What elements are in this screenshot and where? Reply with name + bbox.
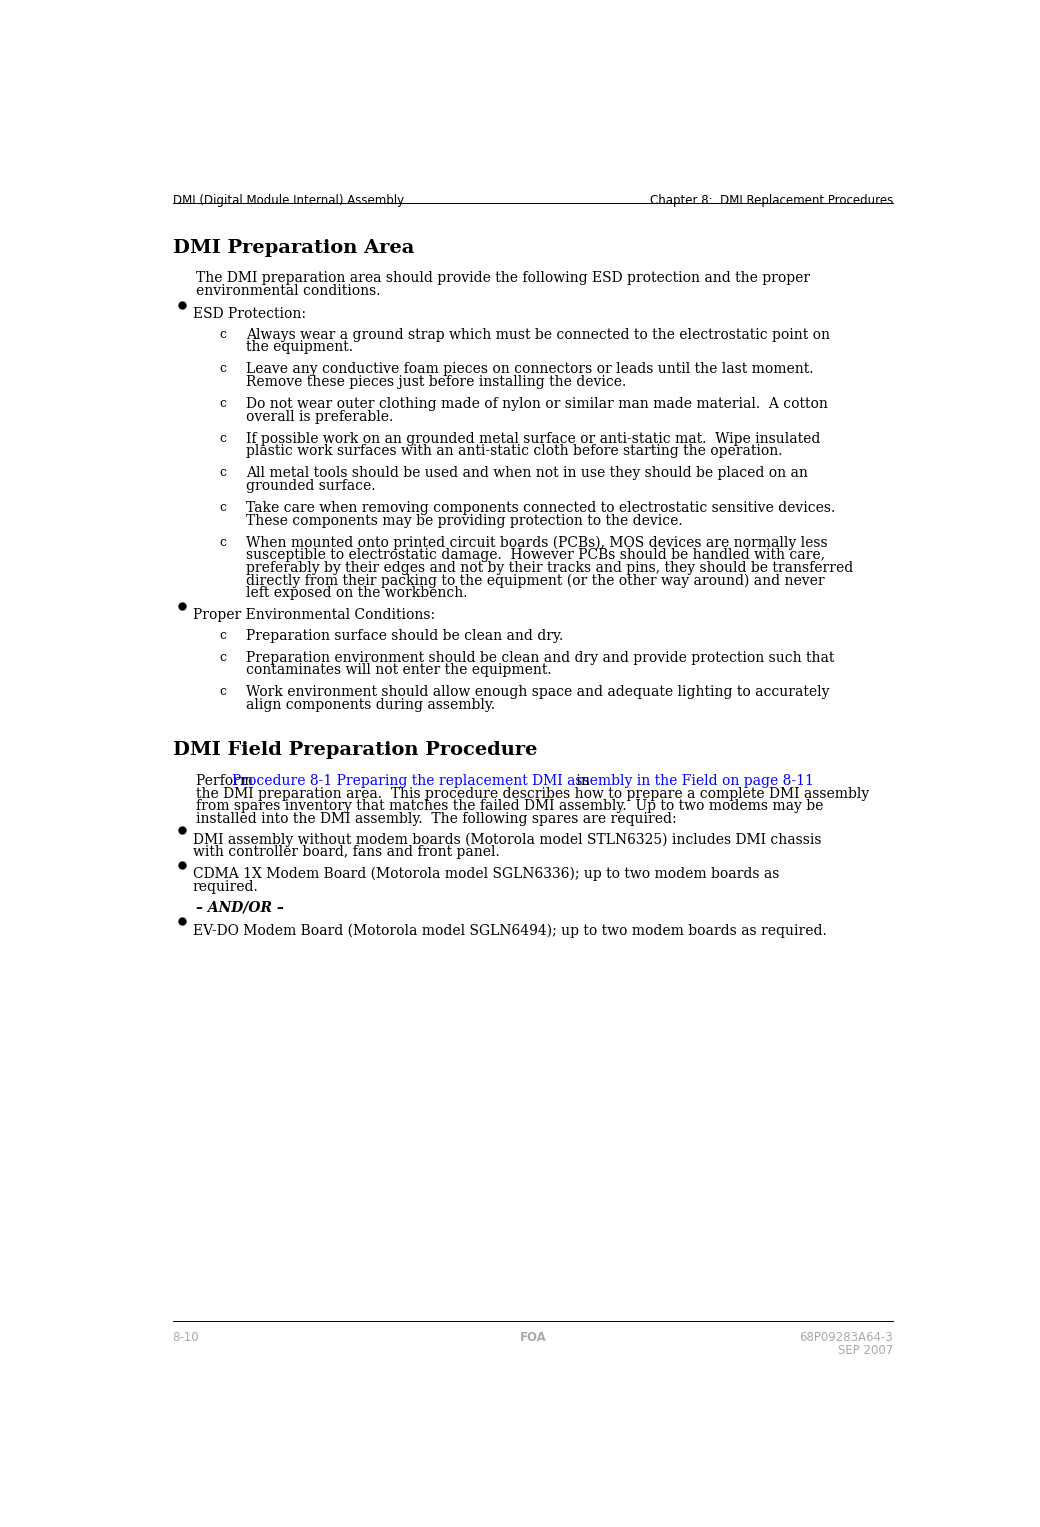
Text: c: c <box>219 466 226 479</box>
Text: plastic work surfaces with an anti-static cloth before starting the operation.: plastic work surfaces with an anti-stati… <box>246 444 783 458</box>
Text: 68P09283A64-3: 68P09283A64-3 <box>800 1330 893 1344</box>
Text: Proper Environmental Conditions:: Proper Environmental Conditions: <box>192 608 435 623</box>
Text: All metal tools should be used and when not in use they should be placed on an: All metal tools should be used and when … <box>246 466 808 479</box>
Text: Preparation surface should be clean and dry.: Preparation surface should be clean and … <box>246 629 564 643</box>
Text: Leave any conductive foam pieces on connectors or leads until the last moment.: Leave any conductive foam pieces on conn… <box>246 362 813 376</box>
Text: Remove these pieces just before installing the device.: Remove these pieces just before installi… <box>246 376 626 389</box>
Text: c: c <box>219 328 226 341</box>
Text: c: c <box>219 629 226 641</box>
Text: with controller board, fans and front panel.: with controller board, fans and front pa… <box>192 844 499 860</box>
Text: Perform: Perform <box>196 774 257 788</box>
Text: DMI assembly without modem boards (Motorola model STLN6325) includes DMI chassis: DMI assembly without modem boards (Motor… <box>192 832 822 847</box>
Text: If possible work on an grounded metal surface or anti-static mat.  Wipe insulate: If possible work on an grounded metal su… <box>246 432 821 446</box>
Text: Always wear a ground strap which must be connected to the electrostatic point on: Always wear a ground strap which must be… <box>246 328 830 342</box>
Text: When mounted onto printed circuit boards (PCBs), MOS devices are normally less: When mounted onto printed circuit boards… <box>246 536 828 550</box>
Text: SEP 2007: SEP 2007 <box>838 1344 893 1356</box>
Text: c: c <box>219 362 226 376</box>
Text: DMI (Digital Module Internal) Assembly: DMI (Digital Module Internal) Assembly <box>173 194 404 208</box>
Text: 8-10: 8-10 <box>173 1330 200 1344</box>
Text: Chapter 8:  DMI Replacement Procedures: Chapter 8: DMI Replacement Procedures <box>650 194 893 208</box>
Text: DMI Preparation Area: DMI Preparation Area <box>173 238 414 257</box>
Text: DMI Field Preparation Procedure: DMI Field Preparation Procedure <box>173 742 537 759</box>
Text: Work environment should allow enough space and adequate lighting to accurately: Work environment should allow enough spa… <box>246 686 830 699</box>
Text: c: c <box>219 536 226 548</box>
Text: directly from their packing to the equipment (or the other way around) and never: directly from their packing to the equip… <box>246 574 825 588</box>
Text: align components during assembly.: align components during assembly. <box>246 698 495 712</box>
Text: the DMI preparation area.  This procedure describes how to prepare a complete DM: the DMI preparation area. This procedure… <box>196 786 869 800</box>
Text: the equipment.: the equipment. <box>246 341 354 354</box>
Text: Take care when removing components connected to electrostatic sensitive devices.: Take care when removing components conne… <box>246 501 835 515</box>
Text: left exposed on the workbench.: left exposed on the workbench. <box>246 586 468 600</box>
Text: CDMA 1X Modem Board (Motorola model SGLN6336); up to two modem boards as: CDMA 1X Modem Board (Motorola model SGLN… <box>192 867 779 881</box>
Text: The DMI preparation area should provide the following ESD protection and the pro: The DMI preparation area should provide … <box>196 270 810 286</box>
Text: c: c <box>219 397 226 409</box>
Text: required.: required. <box>192 880 259 893</box>
Text: c: c <box>219 686 226 698</box>
Text: susceptible to electrostatic damage.  However PCBs should be handled with care,: susceptible to electrostatic damage. How… <box>246 548 826 562</box>
Text: in: in <box>572 774 590 788</box>
Text: from spares inventory that matches the failed DMI assembly.  Up to two modems ma: from spares inventory that matches the f… <box>196 799 824 814</box>
Text: c: c <box>219 432 226 444</box>
Text: Do not wear outer clothing made of nylon or similar man made material.  A cotton: Do not wear outer clothing made of nylon… <box>246 397 828 411</box>
Text: installed into the DMI assembly.  The following spares are required:: installed into the DMI assembly. The fol… <box>196 812 676 826</box>
Text: c: c <box>219 501 226 515</box>
Text: Procedure 8-1 Preparing the replacement DMI assembly in the Field on page 8-11: Procedure 8-1 Preparing the replacement … <box>232 774 813 788</box>
Text: grounded surface.: grounded surface. <box>246 479 375 493</box>
Text: overall is preferable.: overall is preferable. <box>246 409 393 423</box>
Text: contaminates will not enter the equipment.: contaminates will not enter the equipmen… <box>246 663 552 678</box>
Text: ESD Protection:: ESD Protection: <box>192 307 306 321</box>
Text: Preparation environment should be clean and dry and provide protection such that: Preparation environment should be clean … <box>246 651 835 664</box>
Text: EV-DO Modem Board (Motorola model SGLN6494); up to two modem boards as required.: EV-DO Modem Board (Motorola model SGLN64… <box>192 924 827 938</box>
Text: environmental conditions.: environmental conditions. <box>196 284 381 298</box>
Text: These components may be providing protection to the device.: These components may be providing protec… <box>246 513 683 527</box>
Text: – AND/OR –: – AND/OR – <box>196 899 284 915</box>
Text: FOA: FOA <box>520 1330 546 1344</box>
Text: preferably by their edges and not by their tracks and pins, they should be trans: preferably by their edges and not by the… <box>246 560 854 576</box>
Text: c: c <box>219 651 226 664</box>
